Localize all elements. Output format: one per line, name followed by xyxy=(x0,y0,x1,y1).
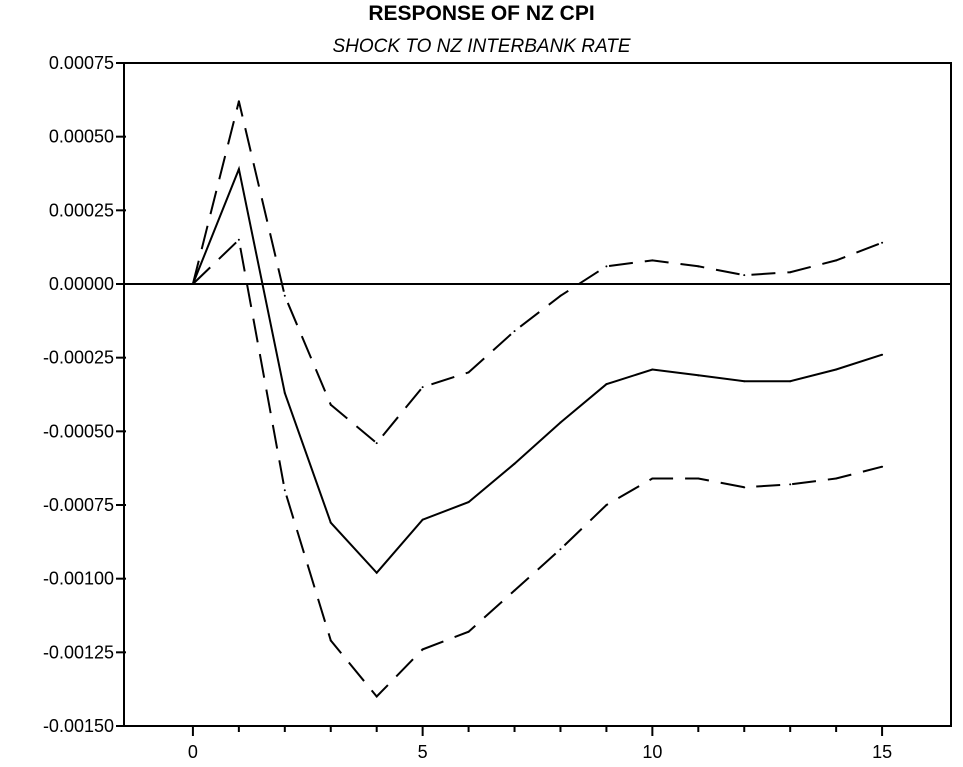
data-point xyxy=(651,477,654,480)
chart-title: RESPONSE OF NZ CPI xyxy=(368,2,595,25)
y-tick-label: 0.00050 xyxy=(49,127,114,147)
y-tick-label: 0.00075 xyxy=(49,53,114,73)
y-tick-label: -0.00025 xyxy=(43,348,114,368)
data-point xyxy=(559,294,562,297)
y-tick-label: -0.00100 xyxy=(43,569,114,589)
data-point xyxy=(467,501,470,504)
x-tick-label: 10 xyxy=(642,742,662,762)
x-tick-label: 0 xyxy=(188,742,198,762)
x-tick-label: 15 xyxy=(872,742,892,762)
series-layer xyxy=(191,100,884,698)
y-axis: 0.00075 0.00050 0.00025 0.00000 -0.00025 -0.0… xyxy=(43,53,126,736)
plot-frame xyxy=(123,62,952,727)
data-point xyxy=(835,477,838,480)
x-tick-label: 5 xyxy=(418,742,428,762)
y-tick-label: -0.00125 xyxy=(43,642,114,662)
y-tick-label: 0.00000 xyxy=(49,274,114,294)
data-point xyxy=(835,368,838,371)
data-point xyxy=(651,368,654,371)
data-point xyxy=(881,353,884,356)
data-point xyxy=(651,259,654,262)
data-point xyxy=(283,294,286,297)
data-point xyxy=(237,100,240,103)
response-line-0 xyxy=(191,165,883,575)
data-point xyxy=(421,386,424,389)
data-point xyxy=(329,403,332,406)
data-point xyxy=(513,462,516,465)
data-point xyxy=(191,283,194,285)
y-tick-label: -0.00050 xyxy=(43,421,114,441)
data-point xyxy=(697,265,700,268)
y-tick-label: -0.00075 xyxy=(43,495,114,515)
confidence-band-line-1 xyxy=(191,101,883,445)
data-point xyxy=(881,465,884,468)
data-point xyxy=(881,241,884,244)
data-point xyxy=(467,630,470,633)
data-point xyxy=(375,442,378,445)
data-point xyxy=(743,380,746,383)
data-point xyxy=(375,571,378,574)
confidence-band-line-2 xyxy=(192,237,883,698)
data-point xyxy=(743,274,746,277)
data-point xyxy=(421,518,424,521)
data-point xyxy=(789,483,792,486)
y-tick-label: -0.00150 xyxy=(43,716,114,736)
data-point xyxy=(283,489,286,492)
data-point xyxy=(329,639,332,642)
data-point xyxy=(513,589,516,592)
data-point xyxy=(559,548,562,551)
data-point xyxy=(329,521,332,524)
y-tick-label: 0.00025 xyxy=(49,200,114,220)
data-point xyxy=(605,265,608,268)
data-point xyxy=(283,392,286,395)
data-point xyxy=(605,383,608,386)
data-point xyxy=(697,477,700,480)
data-point xyxy=(421,648,424,651)
x-axis: 0 5 10 15 xyxy=(188,726,892,762)
data-point xyxy=(559,421,562,424)
data-point xyxy=(789,380,792,383)
data-point xyxy=(375,695,378,698)
data-point xyxy=(835,259,838,262)
data-point xyxy=(237,238,240,241)
data-point xyxy=(789,271,792,274)
data-point xyxy=(697,374,700,377)
data-point xyxy=(467,371,470,374)
data-point xyxy=(237,168,240,171)
data-point xyxy=(513,330,516,333)
data-point xyxy=(605,504,608,506)
chart-subtitle: SHOCK TO NZ INTERBANK RATE xyxy=(332,36,631,57)
data-point xyxy=(743,486,746,489)
